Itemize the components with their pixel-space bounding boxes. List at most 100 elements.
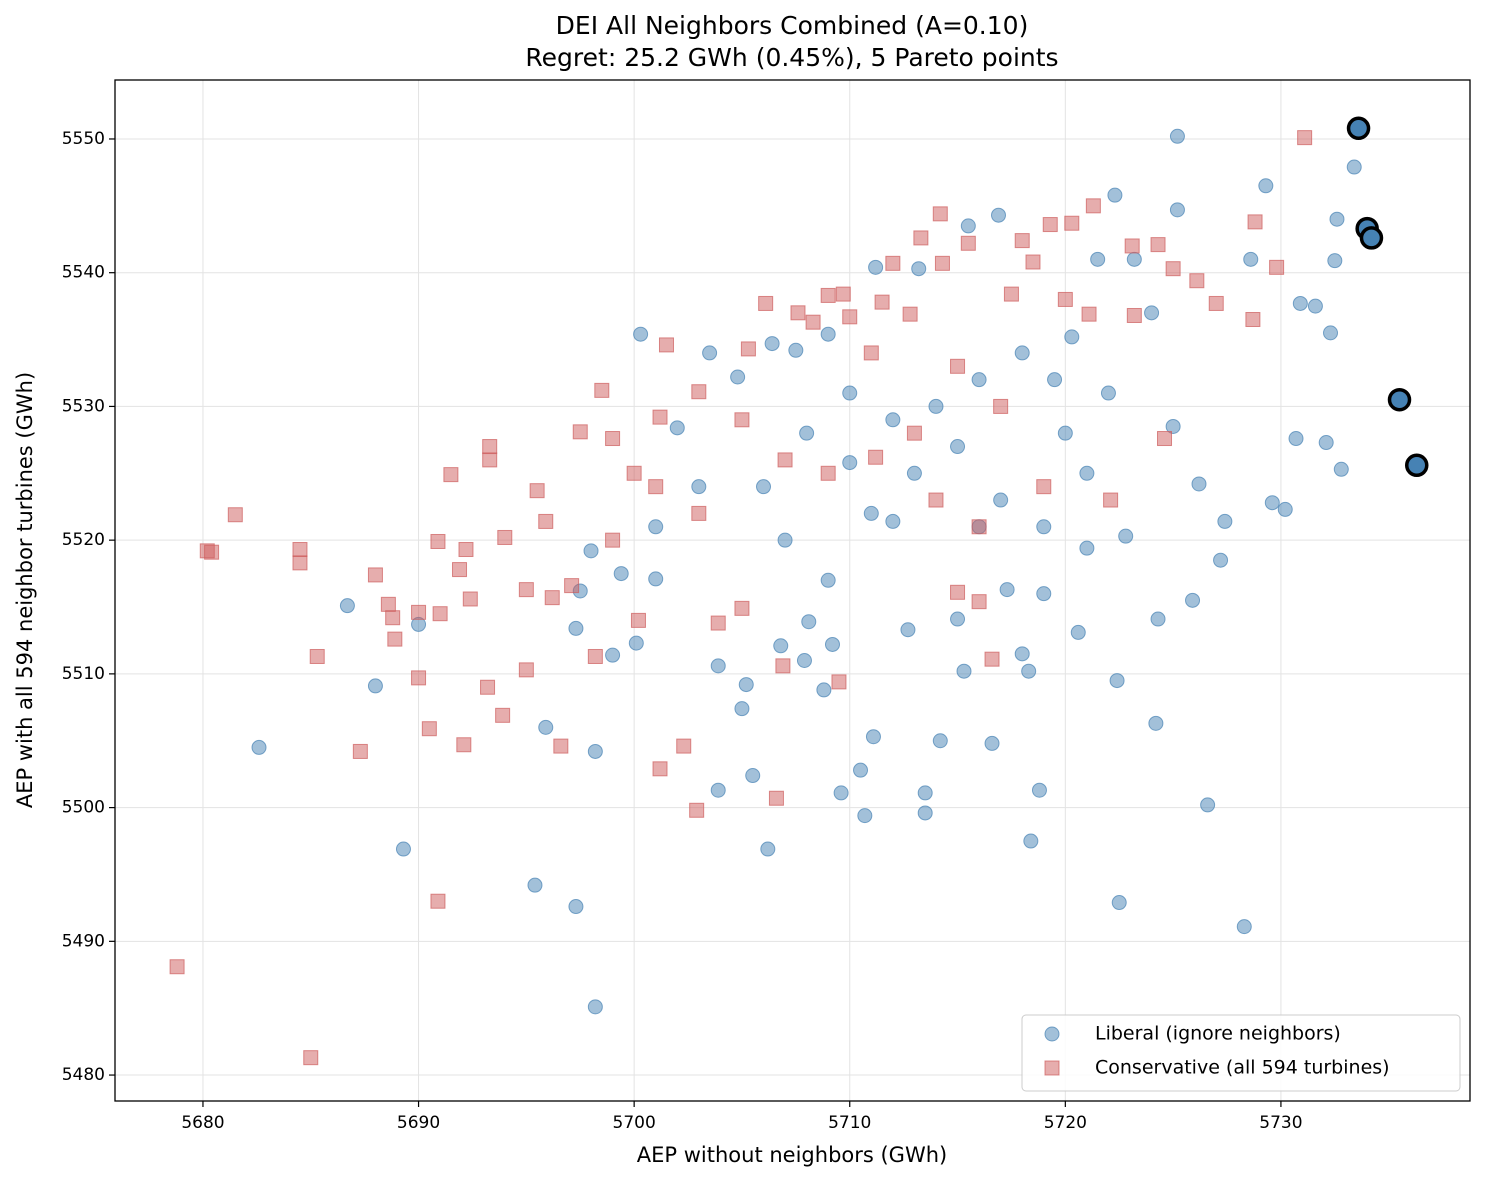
circle-point [734,701,750,717]
square-point [906,425,922,441]
circle-point [568,620,584,636]
square-point [934,255,950,271]
x-tick-label: 5680 [181,1113,224,1133]
square-point [456,737,472,753]
circle-point [857,808,873,824]
circle-point [738,677,754,693]
square-point [432,606,448,622]
square-point [768,790,784,806]
circle-point [605,647,621,663]
circle-point [842,385,858,401]
square-point [564,578,580,594]
circle-point [865,729,881,745]
circle-point [1243,251,1259,267]
square-point [758,295,774,311]
square-point [1036,479,1052,495]
circle-point [960,218,976,234]
legend: Liberal (ignore neighbors) Conservative (… [1021,1014,1461,1092]
circle-point [777,532,793,548]
square-point [630,612,646,628]
square-point [1042,217,1058,233]
circle-point [1021,663,1037,679]
circle-point [917,805,933,821]
circle-point [999,582,1015,598]
square-point [1189,273,1205,289]
square-point [1208,295,1224,311]
circle-point [760,841,776,857]
circle-point [395,841,411,857]
square-point [885,255,901,271]
y-tick-label: 5480 [62,1065,105,1085]
circle-point [1236,919,1252,935]
y-tick-label: 5490 [62,931,105,951]
circle-point [1064,329,1080,345]
circle-point [1014,646,1030,662]
square-point [1081,306,1097,322]
plot-frame [114,79,1471,1102]
circle-point [956,663,972,679]
square-point [605,431,621,447]
circle-point [756,479,772,495]
square-point [518,662,534,678]
square-point [482,452,498,468]
square-point [868,449,884,465]
circle-point [1318,435,1334,451]
square-point [1014,233,1030,249]
circle-point [950,439,966,455]
circle-point [1329,211,1345,227]
circle-point [538,719,554,735]
square-point [993,398,1009,414]
circle-point [1111,895,1127,911]
square-point [740,341,756,357]
square-point [648,479,664,495]
pareto-point [1346,116,1371,141]
circle-point [1079,540,1095,556]
pareto-point [1359,226,1384,250]
square-point [689,802,705,818]
axes: 5680 5690 5700 5710 5720 5730 5480 5490 5500 5510… [62,129,1303,1133]
square-point [367,567,383,583]
square-point [411,604,427,620]
square-point [452,562,468,578]
square-point [831,674,847,690]
circle-point [1031,782,1047,798]
circle-point [1185,592,1201,608]
square-point [544,590,560,606]
circle-point [1264,495,1280,511]
circle-point [745,768,761,784]
circle-point [1023,833,1039,849]
square-point [932,206,948,222]
circle-point [824,636,840,652]
square-point [411,670,427,686]
x-tick-label: 5700 [613,1113,656,1133]
circle-point [885,412,901,428]
circle-point [1307,298,1323,314]
circle-point [1044,1026,1060,1042]
square-point [1103,492,1119,508]
square-point [421,721,437,737]
square-point [842,309,858,325]
circle-point [1323,325,1339,341]
circle-point [1107,187,1123,203]
square-point [430,533,446,549]
square-point [805,314,821,330]
circle-point [1191,476,1207,492]
circle-point [1100,385,1116,401]
square-point [572,424,588,440]
circle-point [1292,295,1308,311]
circle-point [788,342,804,358]
square-point [691,505,707,521]
circle-point [842,455,858,471]
circle-point [1109,673,1125,689]
circle-point [710,658,726,674]
circle-point [613,566,629,582]
x-tick-label: 5730 [1259,1113,1302,1133]
square-point [1025,254,1041,270]
square-point [518,582,534,598]
square-point [913,230,929,246]
y-tick-label: 5530 [62,396,105,416]
plot-area [169,116,1429,1066]
circle-point [730,369,746,385]
